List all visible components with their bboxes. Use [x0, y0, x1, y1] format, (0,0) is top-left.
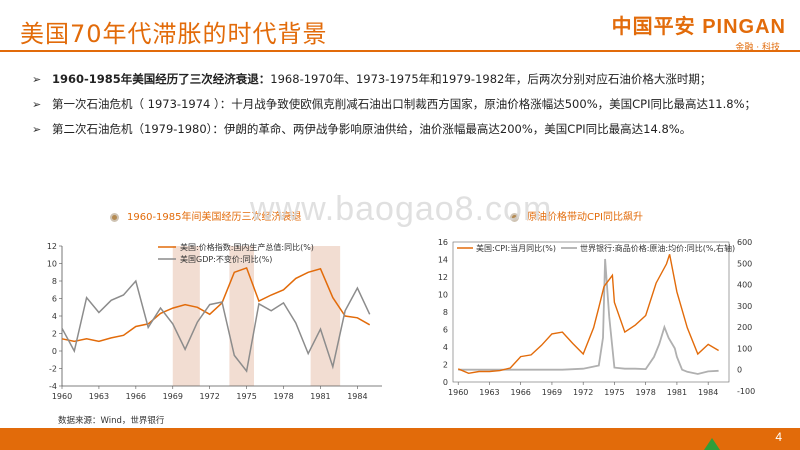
page-number: 4	[775, 430, 782, 444]
x-tick-label: 1984	[347, 392, 367, 401]
y-right-tick-label: 0	[737, 366, 742, 375]
y-left-tick-label: 6	[443, 326, 448, 335]
chart-title-bullet-icon	[110, 213, 119, 222]
legend-label: 世界银行:商品价格:原油:均价:同比(%,右轴)	[580, 243, 735, 253]
x-tick-label: 1981	[667, 388, 687, 397]
x-tick-label: 1960	[52, 392, 72, 401]
x-tick-label: 1975	[604, 388, 624, 397]
y-tick-label: 0	[52, 347, 57, 356]
y-right-tick-label: 100	[737, 344, 752, 353]
bullet-arrow-icon: ➢	[32, 123, 42, 136]
y-left-tick-label: 0	[443, 378, 448, 387]
chart1-title-text: 1960-1985年间美国经历三次经济衰退	[127, 212, 302, 223]
x-tick-label: 1963	[479, 388, 499, 397]
bullet-item: ➢ 第二次石油危机（1979-1980）：伊朗的革命、两伊战争影响原油供给，油价…	[32, 120, 772, 139]
bullet-text: 第一次石油危机（ 1973-1974 ）：十月战争致使欧佩克削减石油出口制裁西方…	[52, 97, 757, 111]
y-tick-label: 10	[47, 260, 57, 269]
y-right-tick-label: 200	[737, 323, 752, 332]
x-tick-label: 1978	[273, 392, 293, 401]
y-left-tick-label: 8	[443, 308, 448, 317]
bullet-list: ➢ 1960-1985年美国经历了三次经济衰退：1968-1970年、1973-…	[32, 70, 772, 145]
pingan-logo: 中国平安 PINGAN 金融 · 科技	[612, 10, 786, 53]
legend-label: 美国:CPI:当月同比(%)	[476, 243, 556, 253]
y-right-tick-label: -100	[737, 387, 755, 396]
data-source: 数据来源：Wind，世界银行	[58, 416, 165, 426]
bullet-arrow-icon: ➢	[32, 98, 42, 111]
x-tick-label: 1969	[163, 392, 183, 401]
chart2-svg: 16 14 12 10 8 6 4 2 0 600 500 400 300 200 100 0 -100 1960…	[438, 238, 755, 397]
y-tick-label: -2	[49, 365, 57, 374]
y-tick-label: 4	[52, 312, 57, 321]
legend-label: 美国GDP:不变价:同比(%)	[180, 254, 272, 264]
footer-triangle-icon	[704, 438, 720, 450]
recession-band	[172, 246, 200, 386]
x-tick-label: 1984	[698, 388, 718, 397]
y-tick-label: -4	[49, 382, 57, 391]
bullet-bold: 1960-1985年美国经历了三次经济衰退：	[52, 72, 271, 86]
x-tick-label: 1972	[200, 392, 220, 401]
chart2-title: 原油价格带动CPI同比飙升	[510, 208, 643, 223]
y-right-tick-label: 400	[737, 281, 752, 290]
plot-frame	[452, 241, 730, 383]
y-right-tick-label: 500	[737, 259, 752, 268]
y-tick-label: 12	[47, 242, 57, 251]
bullet-item: ➢ 第一次石油危机（ 1973-1974 ）：十月战争致使欧佩克削减石油出口制裁…	[32, 95, 772, 114]
legend-label: 美国:价格指数:国内生产总值:同比(%)	[180, 242, 314, 252]
y-right-tick-label: 600	[737, 238, 752, 247]
y-tick-label: 8	[52, 277, 57, 286]
series-gdp-line	[61, 279, 371, 373]
x-tick-label: 1969	[542, 388, 562, 397]
y-left-tick-label: 16	[438, 238, 448, 247]
y-tick-label: 2	[52, 330, 57, 339]
series-oil-price-line	[458, 258, 719, 375]
logo-main-text: 中国平安 PINGAN	[611, 16, 786, 38]
x-tick-label: 1960	[448, 388, 468, 397]
y-left-tick-label: 14	[438, 256, 448, 265]
page-title: 美国70年代滞胀的时代背景	[20, 20, 328, 48]
bullet-arrow-icon: ➢	[32, 73, 42, 86]
x-tick-label: 1966	[126, 392, 146, 401]
x-tick-label: 1966	[511, 388, 531, 397]
chart1-title: 1960-1985年间美国经历三次经济衰退	[110, 208, 302, 223]
x-tick-label: 1978	[635, 388, 655, 397]
series-deflator-line	[61, 266, 371, 343]
chart-title-bullet-icon	[510, 213, 519, 222]
x-tick-label: 1963	[89, 392, 109, 401]
logo-sub-text: 金融 · 科技	[735, 43, 780, 53]
x-tick-label: 1975	[236, 392, 256, 401]
bullet-item: ➢ 1960-1985年美国经历了三次经济衰退：1968-1970年、1973-…	[32, 70, 772, 89]
chart2-title-text: 原油价格带动CPI同比飙升	[527, 212, 643, 223]
y-left-tick-label: 2	[443, 361, 448, 370]
y-left-tick-label: 12	[438, 273, 448, 282]
y-left-tick-label: 4	[443, 343, 448, 352]
title-rule	[0, 50, 800, 52]
y-right-tick-label: 300	[737, 302, 752, 311]
y-left-tick-label: 10	[438, 291, 448, 300]
recession-band	[310, 246, 341, 386]
series-cpi-line	[457, 254, 719, 375]
watermark: www.baogao8.com	[250, 190, 553, 228]
bullet-text: 1968-1970年、1973-1975年和1979-1982年，后两次分别对应…	[270, 72, 712, 86]
y-tick-label: 6	[52, 295, 57, 304]
x-tick-label: 1972	[573, 388, 593, 397]
footer-bar	[0, 428, 800, 450]
bullet-text: 第二次石油危机（1979-1980）：伊朗的革命、两伊战争影响原油供给，油价涨幅…	[52, 122, 692, 136]
x-tick-label: 1981	[310, 392, 330, 401]
